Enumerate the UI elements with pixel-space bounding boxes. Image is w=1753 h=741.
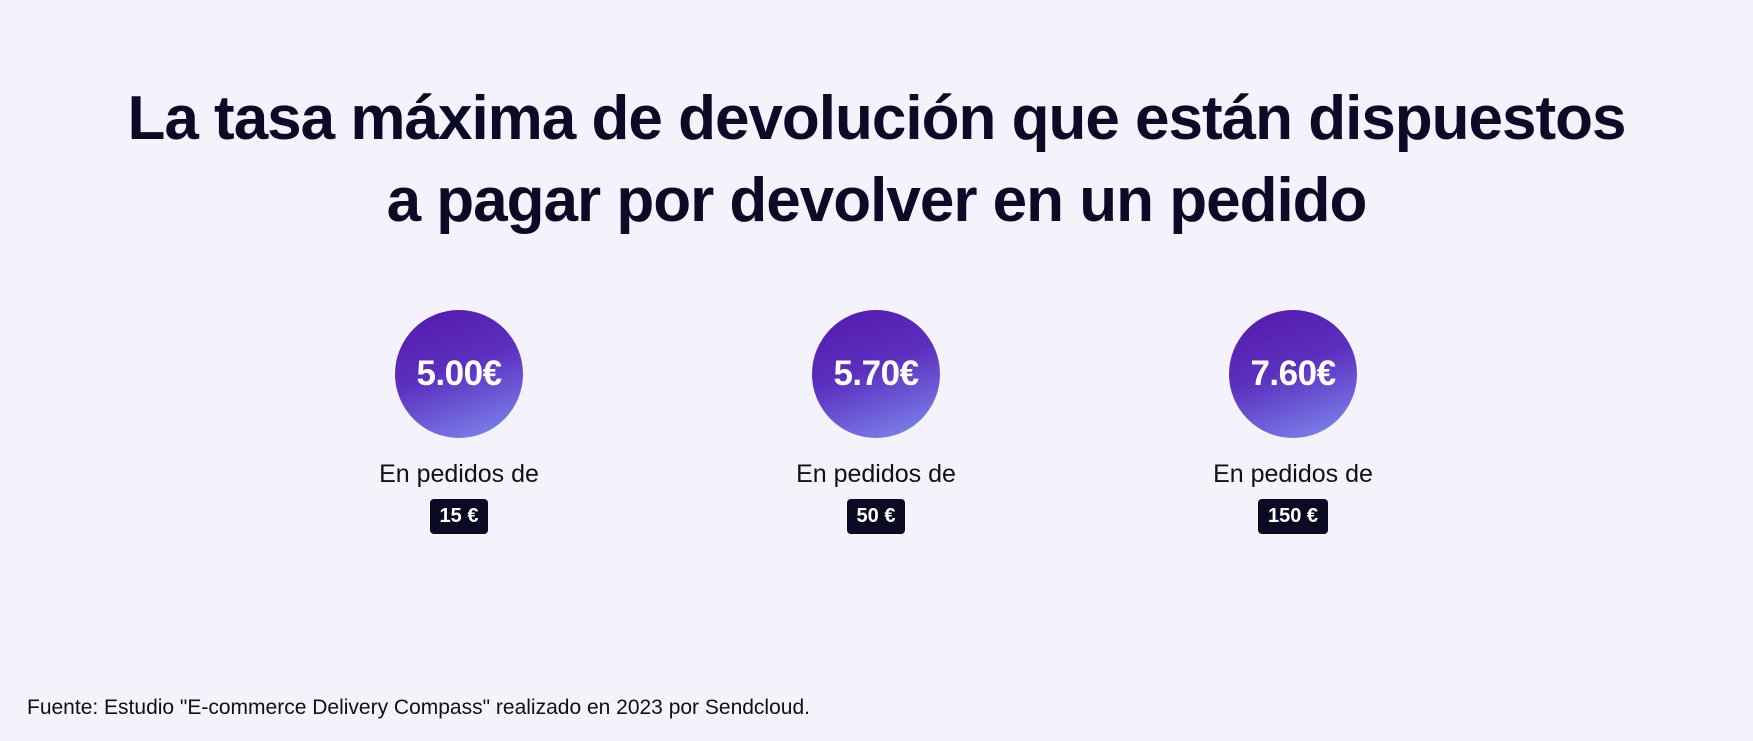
source-note: Fuente: Estudio "E-commerce Delivery Com… — [27, 696, 810, 719]
stat-label: En pedidos de — [379, 460, 539, 488]
stat-label: En pedidos de — [1213, 460, 1373, 488]
order-value-badge: 15 € — [429, 499, 489, 534]
stat-item-3: 7.60€ En pedidos de 150 € — [1173, 310, 1413, 534]
stat-label: En pedidos de — [796, 460, 956, 488]
stat-item-1: 5.00€ En pedidos de 15 € — [339, 310, 579, 534]
fee-circle: 5.70€ — [812, 310, 940, 438]
order-value-badge: 150 € — [1257, 499, 1329, 534]
page-title: La tasa máxima de devolución que están d… — [0, 78, 1753, 242]
stat-item-2: 5.70€ En pedidos de 50 € — [756, 310, 996, 534]
title-line-1: La tasa máxima de devolución que están d… — [127, 84, 1626, 153]
fee-circle: 7.60€ — [1229, 310, 1357, 438]
order-value-badge: 50 € — [846, 499, 906, 534]
fee-circle: 5.00€ — [395, 310, 523, 438]
title-line-2: a pagar por devolver en un pedido — [386, 166, 1368, 235]
